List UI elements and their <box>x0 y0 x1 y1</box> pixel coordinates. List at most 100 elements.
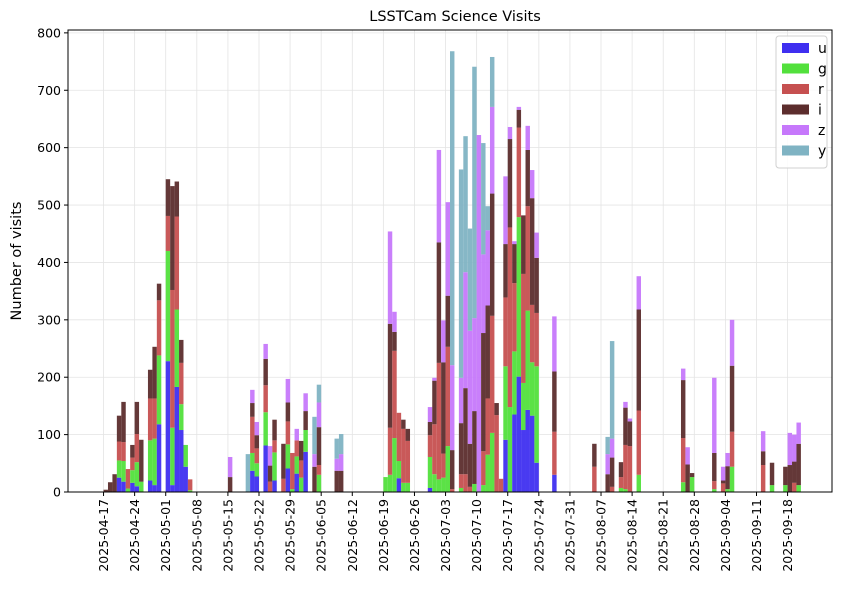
bar-segment-z <box>729 319 735 366</box>
bar-segment-z <box>458 377 464 424</box>
bar-segment-z <box>387 231 393 324</box>
bar-segment-u <box>147 480 153 492</box>
x-tick-label: 2025-08-21 <box>656 499 671 572</box>
bar-segment-y <box>450 51 455 366</box>
bar-segment-g <box>405 482 411 492</box>
legend-label-y: y <box>818 144 826 160</box>
bar-segment-g <box>458 487 464 492</box>
bar-segment-g <box>250 452 255 471</box>
bar-segment-z <box>267 446 273 466</box>
bar-segment-g <box>689 477 695 492</box>
bar-segment-g <box>187 490 193 492</box>
bar-segment-r <box>712 481 717 490</box>
bar-segment-g <box>396 461 402 479</box>
bar-segment-z <box>552 316 557 372</box>
x-tick-label: 2025-07-17 <box>500 499 515 572</box>
bar-segment-y <box>609 341 615 439</box>
bar-segment-y <box>463 136 468 273</box>
bar-segment-i <box>112 474 117 492</box>
bar-segment-g <box>316 474 322 492</box>
bar-segment-r <box>436 362 442 480</box>
bar-segment-r <box>463 474 468 492</box>
bar-segment-i <box>298 440 304 461</box>
y-tick-label: 400 <box>37 255 61 270</box>
bar-segment-i <box>503 244 508 298</box>
legend-swatch-g <box>782 63 809 74</box>
bar-segment-r <box>316 465 322 475</box>
bar-segment-u <box>303 451 308 492</box>
bar-segment-u <box>525 409 530 492</box>
bar-segment-z <box>481 254 486 334</box>
bar-segment-i <box>467 443 473 487</box>
bar-segment-r <box>680 438 686 483</box>
bar-segment-y <box>489 56 495 107</box>
bar-segment-u <box>503 439 508 492</box>
bar-segment-g <box>712 489 717 492</box>
bar-segment-i <box>769 462 775 486</box>
bar-segment-r <box>281 478 286 492</box>
bar-segment-i <box>156 283 162 301</box>
bar-segment-y <box>338 434 344 455</box>
bar-segment-y <box>472 66 477 319</box>
legend-label-g: g <box>818 62 827 78</box>
bar-segment-i <box>263 358 268 386</box>
bar-segment-i <box>179 339 184 363</box>
bar-segment-r <box>263 385 268 413</box>
bar-segment-g <box>156 355 162 425</box>
bar-segment-i <box>441 362 446 454</box>
bar-segment-g <box>445 446 450 492</box>
bar-segment-z <box>627 418 633 422</box>
bar-segment-i <box>552 371 557 432</box>
bar-segment-g <box>303 430 308 452</box>
bar-segment-y <box>481 143 486 255</box>
bar-segment-z <box>623 401 628 408</box>
bar-segment-r <box>170 289 175 428</box>
x-tick-label: 2025-08-28 <box>687 499 702 572</box>
bar-segment-u <box>134 486 140 492</box>
bar-segment-i <box>338 470 344 492</box>
bar-segment-r <box>441 453 446 478</box>
bar-segment-g <box>427 456 433 488</box>
bar-segment-y <box>458 169 464 378</box>
bar-segment-g <box>387 474 393 492</box>
bar-segment-z <box>338 454 344 471</box>
bar-segment-g <box>432 474 437 492</box>
bar-segment-i <box>285 402 291 422</box>
bar-segment-g <box>725 489 730 492</box>
bar-segment-i <box>401 419 406 429</box>
bar-segment-r <box>494 415 499 492</box>
bar-segment-i <box>165 179 171 216</box>
bar-segment-u <box>396 478 402 492</box>
x-tick-label: 2025-09-04 <box>718 499 733 572</box>
x-tick-label: 2025-07-24 <box>531 499 546 572</box>
bar-segment-r <box>623 444 628 490</box>
bar-segment-r <box>187 479 193 491</box>
bar-segment-r <box>627 446 633 492</box>
bar-segment-g <box>179 404 184 431</box>
bar-segment-i <box>609 457 615 487</box>
bar-segment-u <box>116 477 122 492</box>
x-tick-label: 2025-06-12 <box>345 499 360 572</box>
bar-segment-i <box>405 428 411 441</box>
bar-segment-r <box>729 431 735 467</box>
legend-label-z: z <box>818 123 825 139</box>
bar-segment-g <box>121 461 126 482</box>
bar-segment-z <box>436 149 442 243</box>
bar-segment-g <box>383 477 388 492</box>
bar-segment-r <box>165 215 171 251</box>
bar-segment-i <box>107 482 113 492</box>
bar-segment-r <box>267 481 273 492</box>
x-tick-label: 2025-05-29 <box>283 499 298 572</box>
bar-segment-i <box>392 331 397 351</box>
bar-segment-u <box>179 430 184 492</box>
legend-label-u: u <box>818 41 827 57</box>
bar-segment-r <box>298 460 304 478</box>
bar-segment-z <box>720 466 726 481</box>
bar-segment-r <box>290 452 295 490</box>
bar-segment-z <box>476 135 482 492</box>
bar-segment-r <box>250 416 255 453</box>
bar-segment-u <box>174 386 180 492</box>
x-tick-label: 2025-04-24 <box>127 499 142 572</box>
bar-segment-z <box>529 170 535 199</box>
bar-segment-g <box>290 489 295 492</box>
